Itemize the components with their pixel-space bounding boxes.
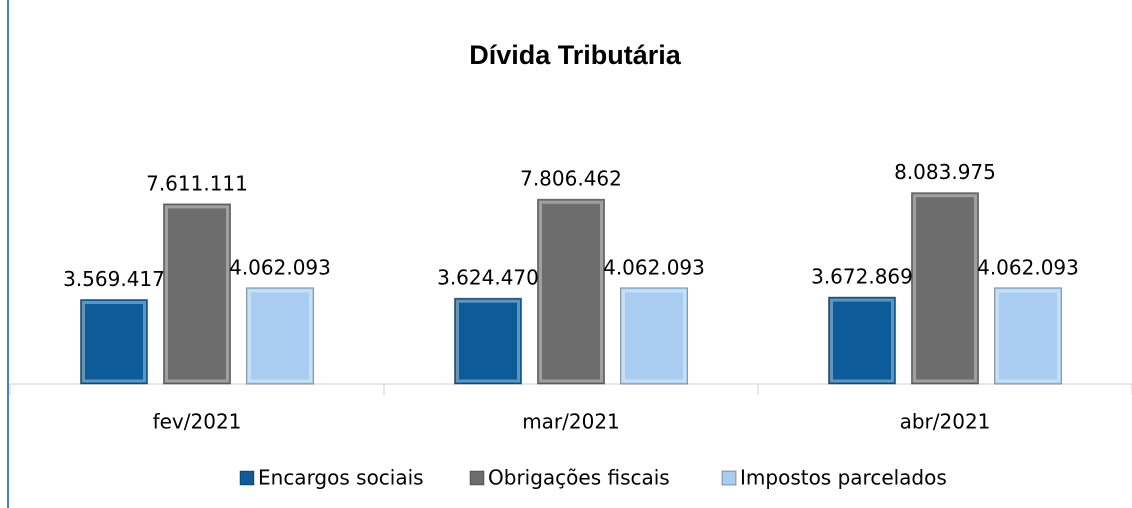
bar-bevel xyxy=(996,289,1060,383)
legend-label: Impostos parcelados xyxy=(740,466,947,490)
bar xyxy=(80,299,148,385)
data-label: 7.806.462 xyxy=(520,167,622,191)
bar xyxy=(537,198,605,385)
bar xyxy=(163,203,231,385)
bar xyxy=(828,296,896,385)
bar xyxy=(246,287,314,385)
bar xyxy=(454,297,522,385)
data-label: 4.062.093 xyxy=(603,255,705,279)
data-label: 7.611.111 xyxy=(146,171,248,195)
chart-title: Dívida Tributária xyxy=(469,40,682,70)
legend-swatch xyxy=(721,470,737,486)
x-tick-label: fev/2021 xyxy=(153,410,242,434)
legend-swatch xyxy=(469,470,485,486)
bar-bevel xyxy=(248,289,312,383)
data-label: 4.062.093 xyxy=(229,255,331,279)
data-label: 3.624.470 xyxy=(437,266,539,290)
x-tick-label: abr/2021 xyxy=(900,410,991,434)
data-label: 3.672.869 xyxy=(811,265,913,289)
bar-bevel xyxy=(913,194,977,383)
data-label: 3.569.417 xyxy=(63,267,165,291)
bar xyxy=(994,287,1062,385)
bar xyxy=(620,287,688,385)
legend-swatch xyxy=(239,470,255,486)
bar-bevel xyxy=(456,299,520,383)
data-label: 8.083.975 xyxy=(894,160,996,184)
bar-bevel xyxy=(622,289,686,383)
bar-bevel xyxy=(82,301,146,383)
bar-bevel xyxy=(830,298,894,383)
legend-label: Encargos sociais xyxy=(258,466,424,490)
bar-bevel xyxy=(165,205,229,383)
x-tick-label: mar/2021 xyxy=(522,410,620,434)
bar xyxy=(911,192,979,385)
data-label: 4.062.093 xyxy=(977,255,1079,279)
legend-label: Obrigações fiscais xyxy=(488,466,670,490)
bar-bevel xyxy=(539,200,603,383)
